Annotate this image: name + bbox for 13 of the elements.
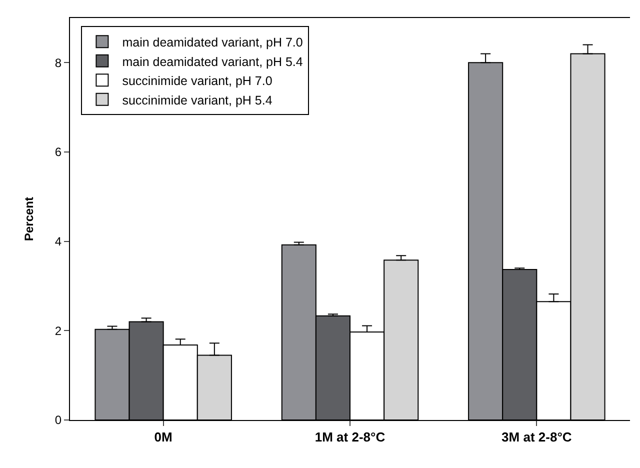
y-axis-title: Percent <box>22 196 36 242</box>
y-tick-label: 6 <box>54 145 62 160</box>
y-tick-label: 2 <box>54 324 62 338</box>
x-tick-label: 3M at 2-8°C <box>502 430 572 445</box>
y-tick-label: 8 <box>54 56 62 70</box>
legend-label: succinimide variant, pH 5.4 <box>122 93 272 108</box>
y-tick-label: 0 <box>54 413 62 428</box>
x-tick-label: 0M <box>154 430 172 445</box>
y-tick-label: 4 <box>54 234 62 249</box>
legend-label: main deamidated variant, pH 7.0 <box>122 36 303 50</box>
x-tick-label: 1M at 2-8°C <box>314 430 386 445</box>
legend-label: succinimide variant, pH 7.0 <box>122 74 272 88</box>
legend-label: main deamidated variant, pH 5.4 <box>122 54 303 69</box>
